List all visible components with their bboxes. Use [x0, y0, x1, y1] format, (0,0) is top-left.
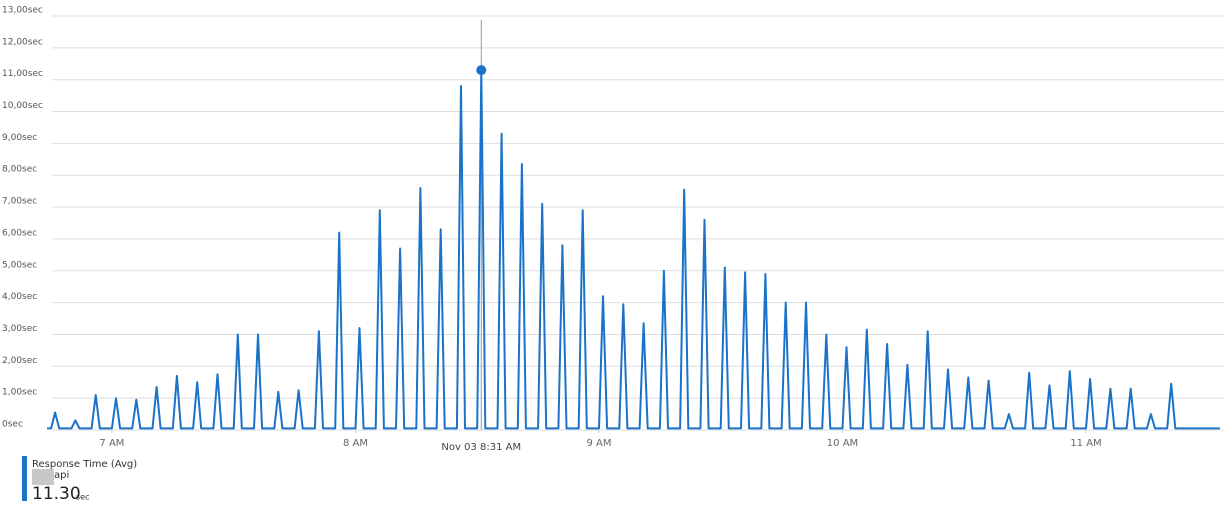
y-tick-label: 12,00sec — [2, 37, 43, 47]
legend-swatch — [22, 456, 27, 501]
y-tick-label: 0sec — [2, 420, 23, 430]
summary-unit: sec — [76, 493, 90, 502]
y-tick-label: 8,00sec — [2, 165, 37, 175]
hover-point — [476, 65, 487, 76]
series-line — [47, 69, 1220, 430]
x-tick-label: 11 AM — [1070, 438, 1101, 449]
x-tick-label: 10 AM — [827, 438, 858, 449]
legend-title: Response Time (Avg) — [32, 459, 137, 470]
y-tick-label: 11,00sec — [2, 69, 43, 79]
y-tick-label: 6,00sec — [2, 228, 37, 238]
summary-value: 11.30 — [32, 484, 81, 504]
redacted-box — [32, 469, 54, 485]
y-tick-label: 5,00sec — [2, 260, 37, 270]
y-tick-label: 1,00sec — [2, 388, 37, 398]
x-tick-label: 8 AM — [343, 438, 368, 449]
y-tick-label: 4,00sec — [2, 292, 37, 302]
y-tick-label: 3,00sec — [2, 324, 37, 334]
y-tick-label: 9,00sec — [2, 133, 37, 143]
legend-series: api — [54, 470, 69, 481]
y-tick-label: 10,00sec — [2, 101, 43, 111]
x-tick-label: 9 AM — [586, 438, 611, 449]
crosshair-label: Nov 03 8:31 AM — [441, 442, 521, 453]
y-tick-label: 7,00sec — [2, 197, 37, 207]
y-tick-label: 2,00sec — [2, 356, 37, 366]
x-tick-label: 7 AM — [99, 438, 124, 449]
y-tick-label: 13,00sec — [2, 6, 43, 16]
